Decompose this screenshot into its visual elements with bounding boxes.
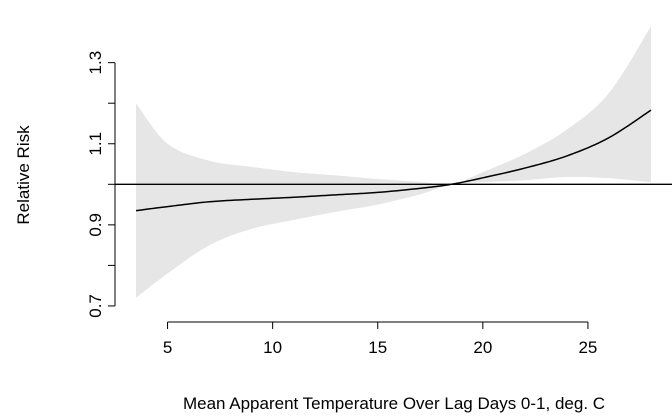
x-tick-label: 25 [578,338,597,357]
x-tick-label: 15 [368,338,387,357]
confidence-band [136,26,651,298]
y-tick-label: 1.1 [86,132,105,156]
y-axis-title: Relative Risk [14,125,33,225]
x-tick-label: 5 [163,338,172,357]
y-tick-label: 0.9 [86,213,105,237]
relative-risk-line [135,109,652,212]
x-tick-label: 20 [473,338,492,357]
x-ticks: 5 10 15 20 25 [163,322,597,357]
y-tick-label: 0.7 [86,294,105,318]
y-tick-label: 1.3 [86,51,105,75]
x-axis-title: Mean Apparent Temperature Over Lag Days … [183,394,605,413]
y-ticks: 0.7 0.9 1.1 1.3 [86,51,115,318]
x-tick-label: 10 [263,338,282,357]
